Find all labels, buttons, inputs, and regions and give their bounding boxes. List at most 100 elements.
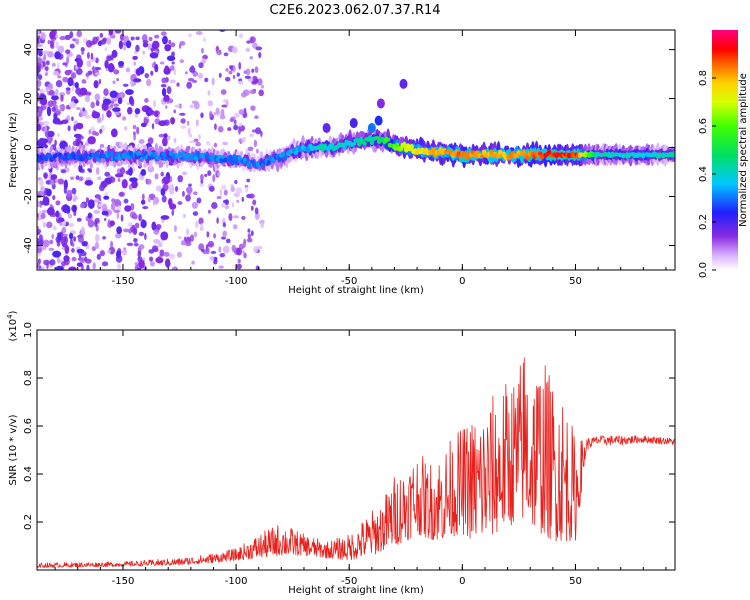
noise-speckle bbox=[138, 213, 142, 222]
noise-speckle bbox=[174, 185, 179, 192]
noise-speckle bbox=[101, 261, 109, 267]
noise-blob bbox=[134, 107, 141, 115]
noise-speckle bbox=[55, 200, 61, 206]
noise-speckle bbox=[168, 39, 172, 45]
noise-speckle bbox=[47, 83, 52, 89]
noise-speckle bbox=[177, 201, 183, 205]
noise-speckle bbox=[227, 127, 232, 131]
noise-speckle bbox=[159, 249, 165, 257]
noise-speckle bbox=[191, 201, 199, 209]
noise-blob bbox=[93, 80, 99, 89]
noise-speckle bbox=[228, 70, 233, 75]
noise-speckle bbox=[185, 71, 188, 75]
colorbar-tick-label: 0.8 bbox=[698, 70, 709, 86]
noise-speckle bbox=[244, 75, 251, 79]
noise-speckle bbox=[260, 222, 265, 229]
noise-speckle bbox=[98, 78, 102, 85]
noise-speckle bbox=[90, 101, 95, 109]
noise-speckle bbox=[37, 92, 40, 97]
noise-speckle bbox=[207, 101, 214, 107]
noise-speckle bbox=[44, 66, 49, 71]
y-tick-label: 1.0 bbox=[23, 322, 34, 338]
noise-speckle bbox=[91, 246, 97, 252]
y-tick-label: 0.6 bbox=[23, 418, 34, 434]
ridge-offshoot bbox=[376, 98, 385, 109]
noise-speckle bbox=[144, 232, 147, 241]
noise-blob bbox=[140, 122, 147, 128]
noise-blob bbox=[146, 109, 155, 114]
ridge-core bbox=[266, 159, 271, 166]
noise-speckle bbox=[96, 116, 102, 124]
noise-blob bbox=[55, 265, 64, 270]
noise-speckle bbox=[75, 106, 81, 111]
ridge-core bbox=[351, 142, 356, 146]
noise-speckle bbox=[52, 195, 56, 201]
noise-speckle bbox=[223, 189, 228, 196]
noise-speckle bbox=[188, 140, 196, 144]
noise-speckle bbox=[99, 250, 105, 257]
noise-blob bbox=[136, 68, 143, 73]
noise-speckle bbox=[49, 40, 54, 49]
snr-x-label: Height of straight line (km) bbox=[288, 585, 424, 596]
colorbar-gradient bbox=[712, 30, 738, 270]
noise-blob bbox=[57, 217, 65, 223]
x-tick-label: -150 bbox=[112, 576, 135, 587]
noise-speckle bbox=[95, 72, 101, 76]
noise-speckle bbox=[86, 264, 90, 270]
noise-blob bbox=[104, 60, 109, 69]
noise-speckle bbox=[260, 84, 265, 89]
noise-speckle bbox=[37, 74, 43, 80]
noise-blob bbox=[106, 110, 112, 118]
noise-speckle bbox=[223, 98, 227, 103]
noise-speckle bbox=[245, 186, 249, 193]
noise-speckle bbox=[117, 263, 121, 270]
noise-speckle bbox=[258, 89, 264, 97]
noise-speckle bbox=[228, 213, 233, 221]
noise-blob bbox=[125, 89, 134, 96]
noise-speckle bbox=[236, 199, 240, 203]
noise-blob bbox=[170, 117, 176, 125]
noise-speckle bbox=[119, 167, 126, 175]
noise-blob bbox=[103, 195, 110, 200]
noise-blob bbox=[55, 120, 65, 125]
noise-blob bbox=[97, 40, 103, 46]
noise-blob bbox=[68, 232, 74, 240]
noise-speckle bbox=[198, 62, 204, 69]
noise-speckle bbox=[250, 36, 254, 44]
noise-speckle bbox=[258, 51, 262, 59]
noise-speckle bbox=[45, 180, 52, 185]
noise-speckle bbox=[149, 256, 154, 262]
noise-speckle bbox=[67, 213, 73, 219]
y-tick-label: 0.8 bbox=[23, 370, 34, 386]
noise-speckle bbox=[216, 195, 222, 200]
noise-speckle bbox=[222, 222, 226, 228]
noise-speckle bbox=[106, 55, 112, 62]
noise-speckle bbox=[205, 141, 211, 146]
ridge-core bbox=[43, 157, 49, 162]
noise-speckle bbox=[164, 105, 168, 109]
noise-speckle bbox=[115, 141, 119, 147]
noise-speckle bbox=[137, 250, 141, 258]
noise-speckle bbox=[84, 94, 91, 103]
noise-speckle bbox=[104, 171, 111, 177]
noise-speckle bbox=[241, 196, 245, 203]
noise-speckle bbox=[87, 219, 95, 228]
noise-speckle bbox=[57, 75, 62, 79]
noise-speckle bbox=[133, 214, 138, 220]
noise-blob bbox=[57, 232, 62, 241]
noise-blob bbox=[121, 178, 128, 189]
noise-speckle bbox=[245, 68, 251, 76]
noise-speckle bbox=[85, 197, 90, 204]
noise-blob bbox=[164, 258, 171, 268]
noise-speckle bbox=[153, 228, 160, 235]
noise-speckle bbox=[135, 44, 140, 52]
noise-blob bbox=[45, 188, 52, 197]
noise-blob bbox=[100, 180, 108, 188]
snr-frame bbox=[36, 329, 676, 571]
noise-speckle bbox=[192, 211, 199, 216]
noise-speckle bbox=[92, 36, 98, 45]
noise-speckle bbox=[238, 122, 243, 127]
snr-series-line bbox=[37, 357, 675, 568]
noise-speckle bbox=[69, 31, 74, 39]
noise-speckle bbox=[181, 171, 187, 176]
